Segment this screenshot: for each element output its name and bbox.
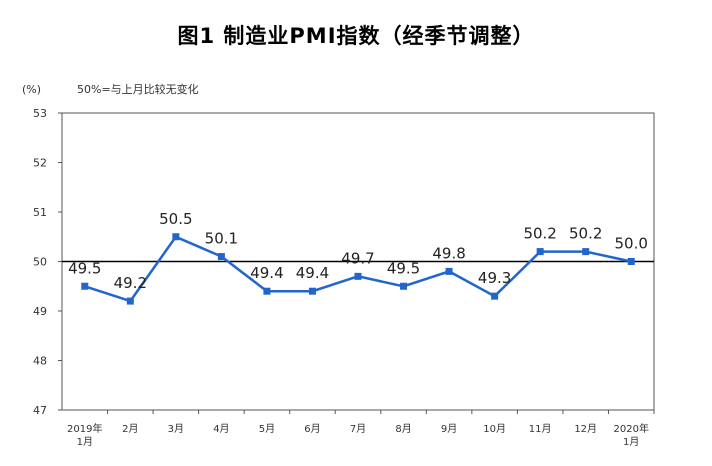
series-line-pmi	[84, 235, 632, 303]
data-label: 50.0	[615, 235, 648, 253]
data-point-marker	[627, 258, 635, 265]
x-tick-label: 3月	[168, 423, 184, 435]
data-label: 49.5	[68, 259, 101, 277]
data-point-marker	[263, 287, 271, 295]
data-label: 50.2	[569, 225, 602, 243]
data-point-marker	[491, 292, 499, 300]
data-label: 49.7	[341, 249, 374, 267]
data-label: 50.5	[159, 210, 192, 228]
data-point-marker	[582, 248, 590, 256]
x-tick-label: 11月	[529, 423, 552, 435]
y-axis-ticks: 47 48 49 50 51 52 53	[33, 107, 62, 417]
x-tick-label: 2019年	[67, 422, 102, 435]
x-tick-label: 4月	[213, 423, 229, 435]
x-tick-label: 6月	[304, 423, 320, 435]
data-point-marker	[126, 297, 134, 305]
data-label: 49.4	[250, 264, 283, 282]
x-tick-label: 8月	[395, 423, 411, 435]
chart-title: 图1 制造业PMI指数（经季节调整）	[177, 24, 535, 48]
series-markers	[81, 233, 635, 305]
y-tick-label: 53	[33, 107, 47, 120]
data-point-marker	[308, 287, 316, 295]
data-labels: 49.5 49.2 50.5 50.1 49.4 49.4 49.7 49.5 49.8 49.3…	[68, 210, 648, 292]
data-point-marker	[217, 253, 225, 261]
y-tick-label: 48	[33, 355, 47, 368]
x-tick-label: 1月	[77, 436, 93, 448]
data-point-marker	[400, 282, 408, 290]
data-label: 49.8	[432, 244, 465, 262]
y-tick-label: 51	[33, 206, 47, 219]
x-tick-label: 10月	[483, 423, 506, 435]
data-label: 50.1	[205, 230, 238, 248]
data-label: 50.2	[523, 225, 556, 243]
data-label: 49.4	[296, 264, 329, 282]
x-tick-label: 9月	[441, 423, 457, 435]
reference-note: 50%=与上月比较无变化	[77, 82, 199, 96]
data-label: 49.3	[478, 269, 511, 287]
y-axis-unit-label: (%)	[22, 83, 41, 96]
y-tick-label: 47	[33, 404, 47, 417]
data-point-marker	[536, 248, 544, 256]
y-tick-label: 50	[33, 256, 47, 269]
x-tick-label: 12月	[574, 423, 597, 435]
x-tick-label: 2020年	[614, 422, 649, 435]
data-point-marker	[81, 282, 89, 290]
data-point-marker	[354, 272, 362, 280]
x-tick-label: 1月	[623, 436, 639, 448]
x-tick-label: 7月	[350, 423, 366, 435]
y-tick-label: 52	[33, 157, 47, 170]
x-tick-label: 2月	[122, 423, 138, 435]
y-tick-label: 49	[33, 305, 47, 318]
x-tick-label: 5月	[259, 423, 275, 435]
data-point-marker	[172, 233, 180, 241]
data-point-marker	[445, 267, 453, 275]
data-label: 49.5	[387, 259, 420, 277]
data-label: 49.2	[114, 274, 147, 292]
